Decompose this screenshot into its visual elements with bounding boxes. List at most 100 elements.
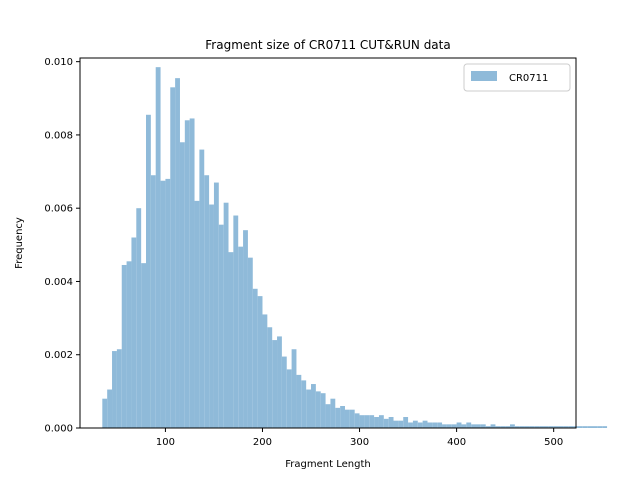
histogram-bar [252, 288, 258, 428]
histogram-bar [199, 149, 205, 428]
histogram-bar [301, 380, 307, 428]
histogram-bar [529, 426, 535, 428]
histogram-bar [223, 202, 229, 428]
histogram-bar [354, 413, 360, 428]
histogram-bar [267, 327, 273, 428]
histogram-bar [349, 409, 355, 428]
histogram-bar [204, 175, 210, 428]
histogram-bar [553, 426, 559, 428]
histogram-bar [485, 426, 491, 428]
histogram-bar [330, 398, 336, 428]
histogram-bar [466, 422, 472, 428]
histogram-bar [136, 208, 142, 428]
y-tick-label: 0.000 [44, 424, 73, 435]
histogram-bar [306, 389, 312, 428]
y-tick-label: 0.010 [44, 57, 73, 68]
histogram-bar [543, 426, 549, 428]
histogram-bar [344, 409, 350, 428]
histogram-bar [471, 424, 477, 428]
histogram-bar [247, 257, 253, 428]
histogram-bar [160, 180, 166, 428]
histogram-bar [510, 424, 515, 428]
histogram-bar [359, 415, 365, 428]
histogram-bar [315, 391, 321, 428]
y-tick-label: 0.006 [44, 204, 73, 215]
histogram-bar [213, 182, 219, 428]
histogram-bar [184, 120, 190, 428]
chart-title: Fragment size of CR0711 CUT&RUN data [205, 38, 450, 52]
x-tick-label: 100 [156, 437, 175, 448]
histogram-bar [582, 426, 588, 428]
histogram-bar [141, 263, 146, 428]
histogram-bar [432, 422, 438, 428]
histogram-bar [179, 142, 185, 428]
histogram-bar [558, 426, 564, 428]
histogram-bar [476, 424, 481, 428]
histogram-bar [568, 426, 574, 428]
histogram-bar [403, 417, 409, 428]
histogram-bar [412, 420, 418, 428]
y-axis-label: Frequency [14, 217, 25, 269]
histogram-bar [286, 369, 292, 428]
histogram-bar [461, 424, 467, 428]
histogram-bar [388, 417, 394, 428]
histogram-bar [243, 230, 248, 428]
histogram-bar [393, 420, 399, 428]
histogram-bar [456, 422, 462, 428]
histogram-bar [592, 426, 598, 428]
y-tick-label: 0.004 [44, 277, 73, 288]
histogram-bar [417, 422, 423, 428]
histogram-bar [150, 175, 156, 428]
plot-frame [79, 57, 577, 429]
histogram-bar [281, 356, 287, 428]
histogram-bar [442, 424, 447, 428]
histogram-bar [311, 384, 316, 428]
y-axis-ticks: 0.000 0.002 0.004 0.006 0.008 0.010 [44, 57, 80, 435]
x-tick-label: 200 [253, 437, 272, 448]
x-axis-label: Fragment Length [285, 459, 370, 470]
y-tick-label: 0.008 [44, 130, 73, 141]
histogram-bar [500, 426, 506, 428]
histogram-bar [262, 314, 268, 428]
histogram-bar [539, 426, 544, 428]
histogram-bar [602, 426, 608, 428]
histogram-bar [189, 118, 195, 428]
histogram-bar [495, 426, 501, 428]
histogram-bar [228, 252, 234, 428]
histogram-bar [524, 426, 530, 428]
histogram-bar [107, 389, 113, 428]
histogram-bar [548, 426, 554, 428]
histogram-bar [320, 393, 326, 428]
legend-swatch [471, 71, 497, 81]
histogram-bar [272, 340, 278, 428]
histogram-bar [383, 418, 389, 428]
x-axis-ticks: 100 200 300 400 500 [156, 428, 563, 448]
histogram-bar [131, 237, 137, 428]
y-tick-label: 0.002 [44, 350, 73, 361]
histogram-bar [480, 424, 486, 428]
histogram-bar [364, 415, 370, 428]
histogram-bar [408, 422, 413, 428]
histogram-bar [257, 296, 263, 428]
histogram-bar [340, 406, 345, 428]
histogram-bar [291, 349, 297, 428]
histogram-bar [490, 424, 496, 428]
x-tick-label: 400 [447, 437, 466, 448]
histogram-bar [238, 246, 244, 428]
legend: CR0711 [463, 63, 571, 92]
histogram-bar [422, 420, 428, 428]
histogram-bar [451, 424, 457, 428]
histogram-bar [398, 420, 404, 428]
legend-label: CR0711 [509, 73, 548, 84]
x-tick-label: 300 [350, 437, 369, 448]
histogram-bar [194, 200, 200, 428]
histogram-bar [165, 178, 171, 428]
histogram-bar [514, 426, 520, 428]
histogram-bar [112, 351, 117, 428]
histogram-bar [519, 426, 525, 428]
histogram-bar [121, 264, 127, 428]
histogram-bar [102, 398, 108, 428]
histogram-bar [597, 426, 603, 428]
histogram-bars [102, 67, 608, 429]
